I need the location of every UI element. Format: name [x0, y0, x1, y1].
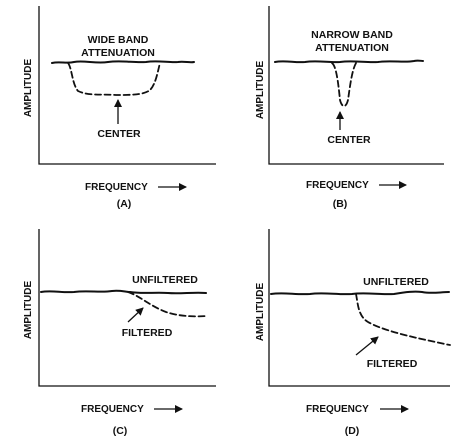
- panel-c-unfiltered-curve: [40, 289, 207, 295]
- panel-d-unfiltered-curve: [270, 290, 450, 296]
- panel-b: AMPLITUDE NARROW BAND ATTENUATION CENTER…: [255, 6, 444, 210]
- panel-c-filtered-curve: [127, 291, 207, 318]
- panel-b-title-line-2: ATTENUATION: [315, 42, 389, 54]
- panel-a-x-axis-label: FREQUENCY: [85, 182, 148, 193]
- panel-d-filtered-arrow: [355, 336, 379, 356]
- panel-b-narrowband-notch: [331, 62, 357, 107]
- panel-a-unfiltered-curve: [51, 60, 195, 64]
- panel-b-title-line-1: NARROW BAND: [311, 29, 393, 41]
- panel-d-unfiltered-label: UNFILTERED: [363, 276, 429, 288]
- panel-a-caption: (A): [117, 198, 132, 210]
- panel-a-center-label: CENTER: [97, 128, 141, 140]
- panel-c: AMPLITUDE UNFILTERED FILTERED FREQUENCY …: [23, 229, 216, 437]
- panel-b-y-axis-label: AMPLITUDE: [255, 61, 266, 120]
- panel-d-filtered-label: FILTERED: [367, 358, 418, 370]
- panel-d-filtered-curve: [355, 293, 451, 346]
- panel-d-y-axis-label: AMPLITUDE: [255, 283, 266, 342]
- panel-d-caption: (D): [345, 425, 360, 437]
- panel-c-axes: [38, 229, 216, 387]
- panel-c-x-axis-label: FREQUENCY: [81, 404, 144, 415]
- panel-d-axes: [268, 229, 450, 387]
- panel-d: AMPLITUDE UNFILTERED FILTERED FREQUENCY …: [255, 229, 451, 437]
- panel-c-filtered-arrow: [127, 307, 144, 323]
- panel-b-x-axis-label: FREQUENCY: [306, 180, 369, 191]
- panel-b-caption: (B): [333, 198, 348, 210]
- panel-c-filtered-label: FILTERED: [122, 327, 173, 339]
- panel-b-axes: [268, 6, 444, 165]
- panel-b-center-label: CENTER: [327, 134, 371, 146]
- panel-d-x-axis-label: FREQUENCY: [306, 404, 369, 415]
- panel-a-axes: [38, 6, 216, 165]
- panel-a-title-line-1: WIDE BAND: [88, 34, 149, 46]
- panel-c-unfiltered-label: UNFILTERED: [132, 274, 198, 286]
- panel-a-y-axis-label: AMPLITUDE: [23, 59, 34, 118]
- panel-c-y-axis-label: AMPLITUDE: [23, 281, 34, 340]
- panel-a-title-line-2: ATTENUATION: [81, 47, 155, 59]
- panel-a-wideband-notch: [67, 62, 161, 96]
- panel-b-unfiltered-curve: [274, 59, 424, 64]
- panel-a: AMPLITUDE WIDE BAND ATTENUATION CENTER F…: [23, 6, 216, 210]
- panel-c-caption: (C): [113, 425, 128, 437]
